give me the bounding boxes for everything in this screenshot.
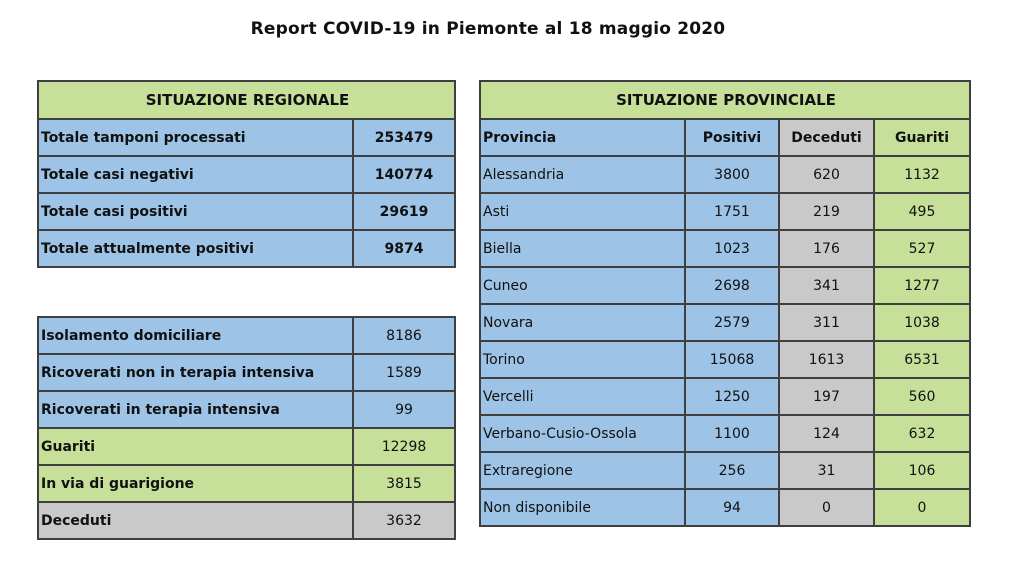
row-value: 253479 bbox=[352, 118, 456, 157]
table-row: Ricoverati in terapia intensiva 99 bbox=[37, 390, 456, 429]
cell-provincia: Extraregione bbox=[479, 451, 686, 490]
cell-guariti: 1277 bbox=[872, 266, 972, 305]
cell-deceduti: 219 bbox=[778, 192, 875, 231]
table-row: Totale tamponi processati 253479 bbox=[37, 118, 456, 157]
table-row: Verbano-Cusio-Ossola 1100 124 632 bbox=[479, 414, 972, 453]
cell-positivi: 1023 bbox=[684, 229, 780, 268]
table-row: Asti 1751 219 495 bbox=[479, 192, 972, 231]
cell-provincia: Non disponibile bbox=[479, 488, 686, 527]
cell-deceduti: 0 bbox=[778, 488, 875, 527]
table-row: Non disponibile 94 0 0 bbox=[479, 488, 972, 527]
cell-positivi: 1250 bbox=[684, 377, 780, 416]
row-value: 3815 bbox=[352, 464, 456, 503]
provincial-header: SITUAZIONE PROVINCIALE bbox=[478, 80, 972, 120]
page-title: Report COVID-19 in Piemonte al 18 maggio… bbox=[250, 19, 726, 39]
table-row: Totale casi negativi 140774 bbox=[37, 155, 456, 194]
row-value: 3632 bbox=[352, 501, 456, 540]
cell-positivi: 1100 bbox=[684, 414, 780, 453]
row-label: Ricoverati in terapia intensiva bbox=[37, 390, 354, 429]
column-header-positivi: Positivi bbox=[684, 118, 780, 157]
table-row: Extraregione 256 31 106 bbox=[479, 451, 972, 490]
cell-guariti: 1132 bbox=[872, 155, 972, 194]
cell-guariti: 0 bbox=[872, 488, 972, 527]
table-row: Deceduti 3632 bbox=[37, 501, 456, 540]
row-value: 29619 bbox=[352, 192, 456, 231]
row-value: 8186 bbox=[352, 316, 456, 355]
cell-deceduti: 31 bbox=[778, 451, 875, 490]
table-row: In via di guarigione 3815 bbox=[37, 464, 456, 503]
table-row: Alessandria 3800 620 1132 bbox=[479, 155, 972, 194]
cell-positivi: 15068 bbox=[684, 340, 780, 379]
column-header-row: Provincia Positivi Deceduti Guariti bbox=[479, 118, 972, 157]
cell-provincia: Asti bbox=[479, 192, 686, 231]
cell-deceduti: 620 bbox=[778, 155, 875, 194]
table-row: Cuneo 2698 341 1277 bbox=[479, 266, 972, 305]
cell-guariti: 632 bbox=[872, 414, 972, 453]
table-row: Totale casi positivi 29619 bbox=[37, 192, 456, 231]
row-label: Totale casi negativi bbox=[37, 155, 354, 194]
table-row: Biella 1023 176 527 bbox=[479, 229, 972, 268]
cell-positivi: 3800 bbox=[684, 155, 780, 194]
cell-deceduti: 176 bbox=[778, 229, 875, 268]
table-header-row: SITUAZIONE REGIONALE bbox=[37, 80, 456, 120]
cell-provincia: Cuneo bbox=[479, 266, 686, 305]
row-label: Totale casi positivi bbox=[37, 192, 354, 231]
cell-guariti: 106 bbox=[872, 451, 972, 490]
cell-deceduti: 311 bbox=[778, 303, 875, 342]
regional-header: SITUAZIONE REGIONALE bbox=[37, 80, 456, 120]
table-row: Vercelli 1250 197 560 bbox=[479, 377, 972, 416]
column-header-deceduti: Deceduti bbox=[778, 118, 875, 157]
cell-provincia: Biella bbox=[479, 229, 686, 268]
table-row: Novara 2579 311 1038 bbox=[479, 303, 972, 342]
cell-deceduti: 341 bbox=[778, 266, 875, 305]
cell-provincia: Verbano-Cusio-Ossola bbox=[479, 414, 686, 453]
row-value: 12298 bbox=[352, 427, 456, 466]
row-label: Guariti bbox=[37, 427, 354, 466]
row-label: Totale tamponi processati bbox=[37, 118, 354, 157]
cell-guariti: 1038 bbox=[872, 303, 972, 342]
column-header-guariti: Guariti bbox=[872, 118, 972, 157]
row-label: Totale attualmente positivi bbox=[37, 229, 354, 268]
table-row: Isolamento domiciliare 8186 bbox=[37, 316, 456, 355]
row-value: 9874 bbox=[352, 229, 456, 268]
table-row: Torino 15068 1613 6531 bbox=[479, 340, 972, 379]
cell-positivi: 94 bbox=[684, 488, 780, 527]
cell-positivi: 2698 bbox=[684, 266, 780, 305]
row-value: 140774 bbox=[352, 155, 456, 194]
regional-detail-table: Isolamento domiciliare 8186 Ricoverati n… bbox=[37, 316, 456, 540]
cell-guariti: 560 bbox=[872, 377, 972, 416]
provincial-table: SITUAZIONE PROVINCIALE Provincia Positiv… bbox=[478, 80, 972, 527]
cell-provincia: Torino bbox=[479, 340, 686, 379]
cell-positivi: 2579 bbox=[684, 303, 780, 342]
row-label: Ricoverati non in terapia intensiva bbox=[37, 353, 354, 392]
cell-guariti: 527 bbox=[872, 229, 972, 268]
table-header-row: SITUAZIONE PROVINCIALE bbox=[478, 80, 972, 120]
cell-positivi: 1751 bbox=[684, 192, 780, 231]
cell-guariti: 6531 bbox=[872, 340, 972, 379]
cell-provincia: Alessandria bbox=[479, 155, 686, 194]
cell-deceduti: 1613 bbox=[778, 340, 875, 379]
row-value: 1589 bbox=[352, 353, 456, 392]
cell-deceduti: 197 bbox=[778, 377, 875, 416]
column-header-provincia: Provincia bbox=[479, 118, 686, 157]
regional-table: SITUAZIONE REGIONALE Totale tamponi proc… bbox=[37, 80, 456, 268]
table-row: Totale attualmente positivi 9874 bbox=[37, 229, 456, 268]
cell-provincia: Novara bbox=[479, 303, 686, 342]
cell-provincia: Vercelli bbox=[479, 377, 686, 416]
row-label: Isolamento domiciliare bbox=[37, 316, 354, 355]
table-row: Guariti 12298 bbox=[37, 427, 456, 466]
cell-deceduti: 124 bbox=[778, 414, 875, 453]
row-label: In via di guarigione bbox=[37, 464, 354, 503]
row-label: Deceduti bbox=[37, 501, 354, 540]
cell-guariti: 495 bbox=[872, 192, 972, 231]
row-value: 99 bbox=[352, 390, 456, 429]
table-row: Ricoverati non in terapia intensiva 1589 bbox=[37, 353, 456, 392]
cell-positivi: 256 bbox=[684, 451, 780, 490]
